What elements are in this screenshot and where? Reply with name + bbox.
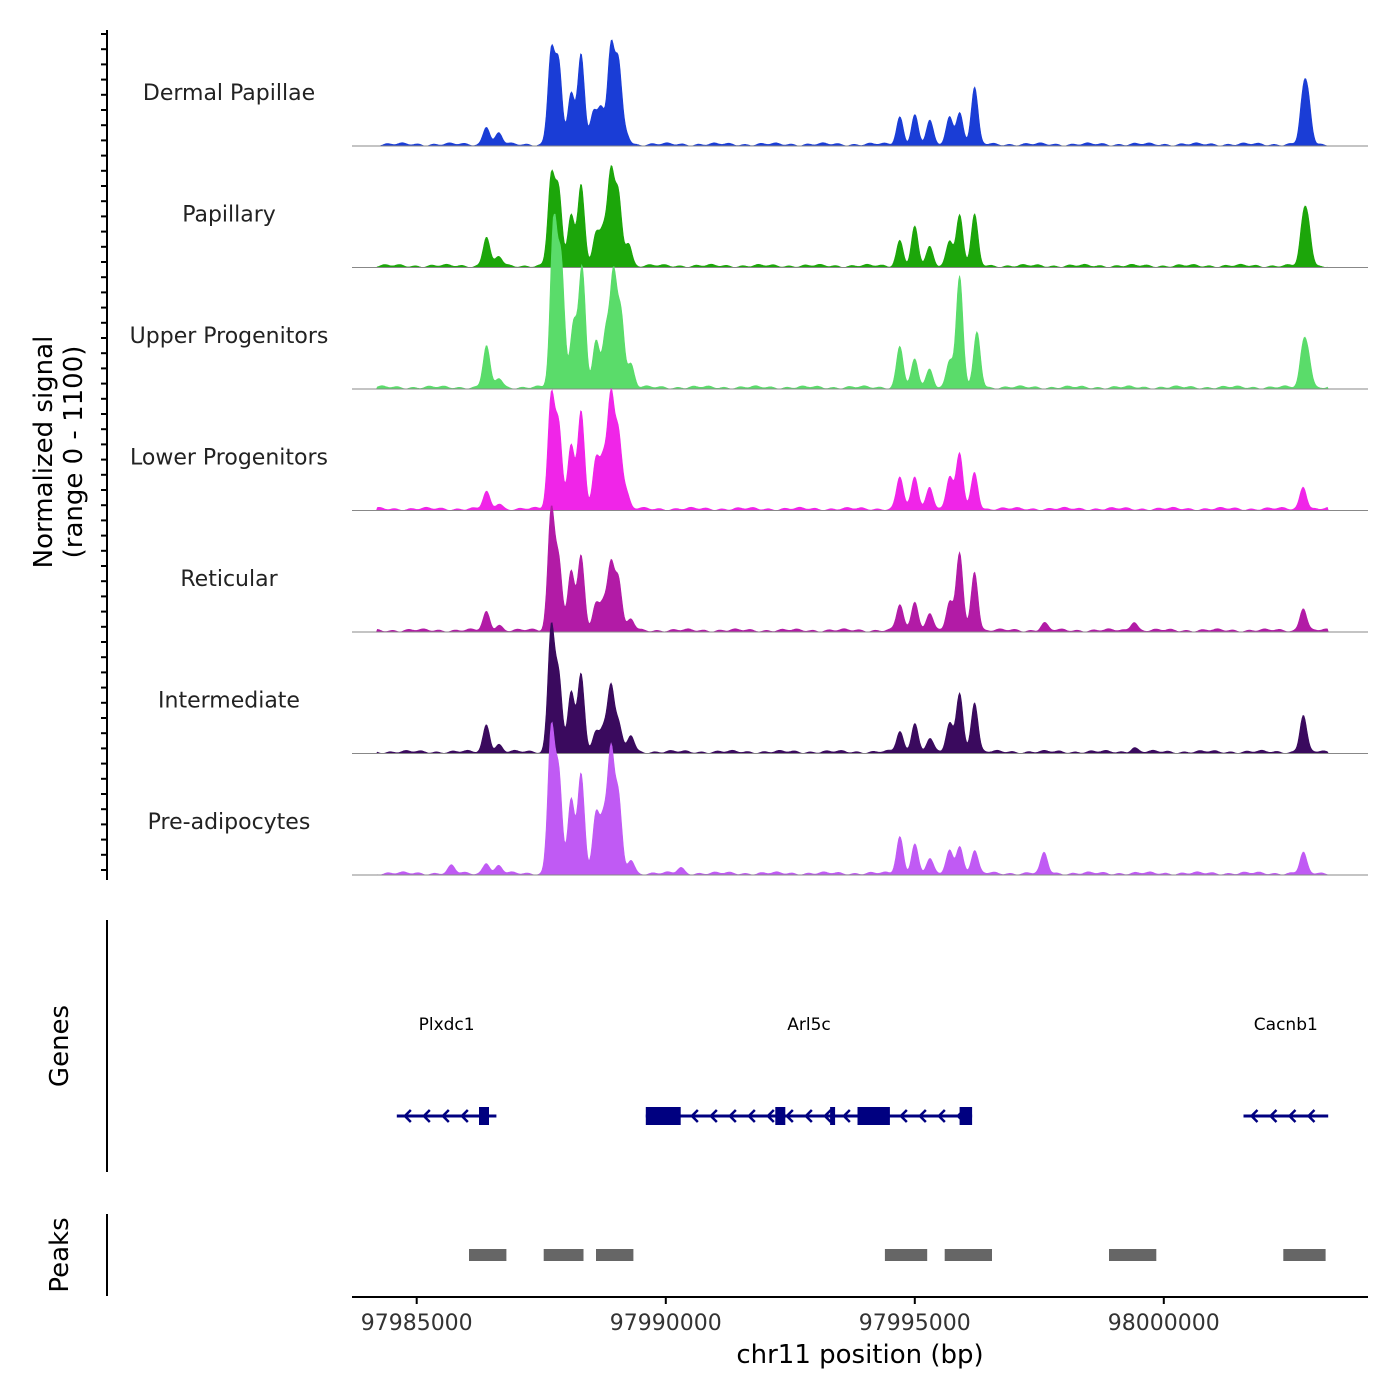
strand-arrow	[804, 1109, 813, 1123]
strand-arrow	[918, 1109, 927, 1123]
strand-arrow	[785, 1109, 794, 1123]
strand-arrow	[937, 1109, 946, 1123]
strand-arrow	[1268, 1109, 1278, 1123]
strand-arrow	[747, 1109, 756, 1123]
gene-arl5c: Arl5c	[645, 1015, 973, 1125]
strand-arrow	[709, 1109, 718, 1123]
coverage-area	[352, 387, 1368, 511]
strand-arrow	[403, 1109, 412, 1123]
strand-arrow	[441, 1109, 450, 1123]
coverage-area	[352, 721, 1368, 876]
gene-exon	[645, 1107, 681, 1125]
track-papillary: Papillary	[182, 164, 1368, 268]
track-upper-progenitors: Upper Progenitors	[130, 213, 1368, 390]
peaks-axis-title: Peaks	[45, 1217, 75, 1292]
peak-region	[469, 1249, 507, 1261]
strand-arrow	[766, 1109, 775, 1123]
strand-arrow	[899, 1109, 908, 1123]
x-tick-label: 98000000	[1108, 1311, 1220, 1336]
track-label: Upper Progenitors	[130, 324, 329, 349]
y-axis-subtitle: (range 0 - 1100)	[59, 346, 89, 559]
strand-arrow	[1249, 1109, 1259, 1123]
track-pre-adipocytes: Pre-adipocytes	[148, 721, 1368, 876]
strand-arrow	[842, 1109, 851, 1123]
track-label: Pre-adipocytes	[148, 810, 311, 835]
peak-region	[1283, 1249, 1326, 1261]
strand-arrow	[690, 1109, 699, 1123]
peaks-panel: Peaks	[45, 1214, 1326, 1296]
y-axis-title: Normalized signal	[29, 336, 59, 569]
track-label: Reticular	[180, 567, 278, 592]
strand-arrow	[1287, 1109, 1297, 1123]
coverage-area	[352, 213, 1368, 390]
gene-plxdc1: Plxdc1	[396, 1015, 497, 1125]
x-tick-label: 97995000	[859, 1311, 971, 1336]
gene-exon	[857, 1107, 890, 1125]
gene-exon	[775, 1107, 786, 1125]
genes-axis-title: Genes	[45, 1005, 75, 1087]
signal-y-axis	[101, 30, 108, 880]
strand-arrow	[1306, 1109, 1316, 1123]
track-label: Papillary	[182, 203, 276, 228]
peak-regions	[469, 1249, 1326, 1261]
genes-panel: Genes Plxdc1 Arl5c Cacnb1	[45, 920, 1329, 1172]
gene-name: Plxdc1	[419, 1015, 475, 1035]
gene-exon	[479, 1107, 489, 1125]
peak-region	[1109, 1249, 1157, 1261]
track-label: Intermediate	[158, 689, 300, 714]
peak-region	[596, 1249, 634, 1261]
coverage-tracks: Dermal Papillae Papillary Upper Progenitor…	[130, 39, 1368, 876]
strand-arrow	[823, 1109, 832, 1123]
x-axis: 97985000 97990000 97995000 98000000 chr11 p…	[352, 1296, 1368, 1370]
track-label: Lower Progenitors	[130, 446, 328, 471]
x-axis-ticks: 97985000 97990000 97995000 98000000	[361, 1297, 1220, 1336]
coverage-area	[352, 164, 1368, 268]
strand-arrow	[460, 1109, 469, 1123]
coverage-area	[352, 39, 1368, 147]
signal-y-axis-ticks	[101, 33, 107, 871]
track-lower-progenitors: Lower Progenitors	[130, 387, 1368, 511]
x-axis-title: chr11 position (bp)	[736, 1340, 983, 1370]
coverage-area	[352, 622, 1368, 754]
strand-arrow	[728, 1109, 737, 1123]
peak-region	[543, 1249, 584, 1261]
peak-region	[884, 1249, 928, 1261]
track-label: Dermal Papillae	[143, 81, 315, 106]
x-tick-label: 97985000	[361, 1311, 473, 1336]
track-intermediate: Intermediate	[158, 622, 1368, 754]
gene-cacnb1: Cacnb1	[1243, 1015, 1329, 1123]
track-dermal-papillae: Dermal Papillae	[143, 39, 1368, 147]
gene-name: Arl5c	[787, 1015, 831, 1035]
peak-region	[944, 1249, 992, 1261]
gene-exon	[959, 1107, 973, 1125]
track-reticular: Reticular	[180, 505, 1368, 633]
coverage-area	[352, 505, 1368, 633]
gene-name: Cacnb1	[1254, 1015, 1318, 1035]
gene-models: Plxdc1 Arl5c Cacnb1	[396, 1015, 1329, 1125]
strand-arrow	[422, 1109, 431, 1123]
x-tick-label: 97990000	[610, 1311, 722, 1336]
gene-exon	[830, 1107, 836, 1125]
